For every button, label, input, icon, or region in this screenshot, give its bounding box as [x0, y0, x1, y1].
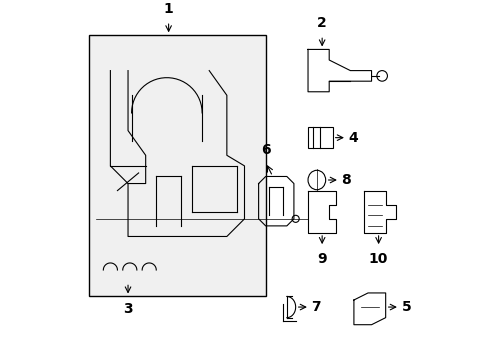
Text: 9: 9: [317, 252, 326, 266]
Text: 1: 1: [163, 2, 173, 16]
Text: 7: 7: [311, 300, 321, 314]
Bar: [307, 127, 332, 148]
Text: 4: 4: [348, 131, 358, 145]
Text: 6: 6: [260, 143, 270, 157]
Text: 8: 8: [341, 173, 350, 187]
Text: 5: 5: [401, 300, 410, 314]
Text: 3: 3: [123, 302, 133, 316]
Text: 10: 10: [368, 252, 387, 266]
Text: 2: 2: [317, 16, 326, 30]
Bar: [89, 35, 265, 297]
